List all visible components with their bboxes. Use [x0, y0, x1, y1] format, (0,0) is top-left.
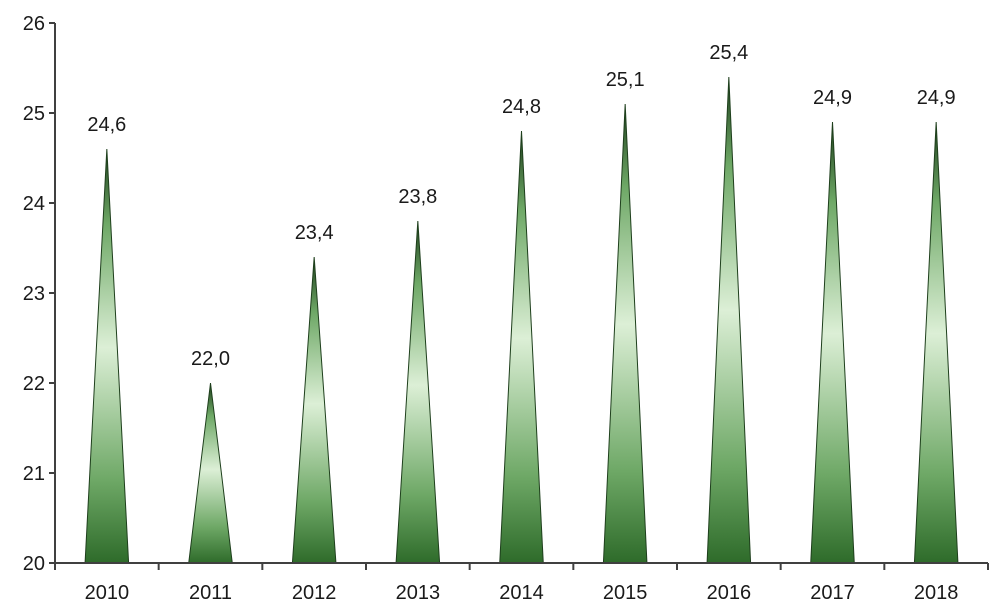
bar-data-label: 24,9 — [813, 87, 852, 109]
x-ticks: 2010 2011 2012 2013 2014 2015 2016 2017 2018 — [54, 563, 989, 604]
y-tick-label: 24 — [23, 193, 45, 215]
x-tick-label: 2012 — [292, 582, 337, 604]
x-tick-label: 2017 — [810, 582, 855, 604]
bar-cone — [706, 76, 752, 564]
y-tick-label: 21 — [23, 463, 45, 485]
bar-cone — [395, 220, 441, 564]
y-tick-label: 26 — [23, 13, 45, 35]
bar-data-label: 24,9 — [917, 87, 956, 109]
bar-data-label: 25,1 — [606, 69, 645, 91]
y-tick-label: 23 — [23, 283, 45, 305]
bar-data-label: 23,4 — [295, 222, 334, 244]
bar-cone — [602, 103, 648, 564]
bar-cone — [84, 148, 130, 564]
bar-cone — [188, 382, 233, 564]
bar-data-label: 25,4 — [709, 42, 748, 64]
x-tick-label: 2015 — [603, 582, 648, 604]
bar-data-label: 24,6 — [87, 114, 126, 136]
bars-layer — [84, 76, 959, 564]
x-tick-label: 2010 — [85, 582, 130, 604]
bar-data-label: 23,8 — [398, 186, 437, 208]
x-tick-label: 2013 — [396, 582, 441, 604]
y-tick-label: 22 — [23, 373, 45, 395]
bar-cone — [499, 130, 544, 564]
bar-data-label: 22,0 — [191, 348, 230, 370]
x-tick-label: 2016 — [707, 582, 752, 604]
bar-cone — [810, 121, 855, 564]
y-tick-label: 20 — [23, 553, 45, 575]
data-labels: 24,6 22,0 23,4 23,8 24,8 25,1 25,4 24,9 24,9 — [87, 42, 955, 370]
bar-cone — [913, 121, 959, 564]
y-ticks: 20 21 22 23 24 25 26 — [23, 13, 55, 575]
x-tick-label: 2011 — [189, 582, 232, 604]
bar-data-label: 24,8 — [502, 96, 541, 118]
x-tick-label: 2018 — [914, 582, 959, 604]
bar-cone — [291, 256, 337, 564]
x-tick-label: 2014 — [499, 582, 544, 604]
y-tick-label: 25 — [23, 103, 45, 125]
